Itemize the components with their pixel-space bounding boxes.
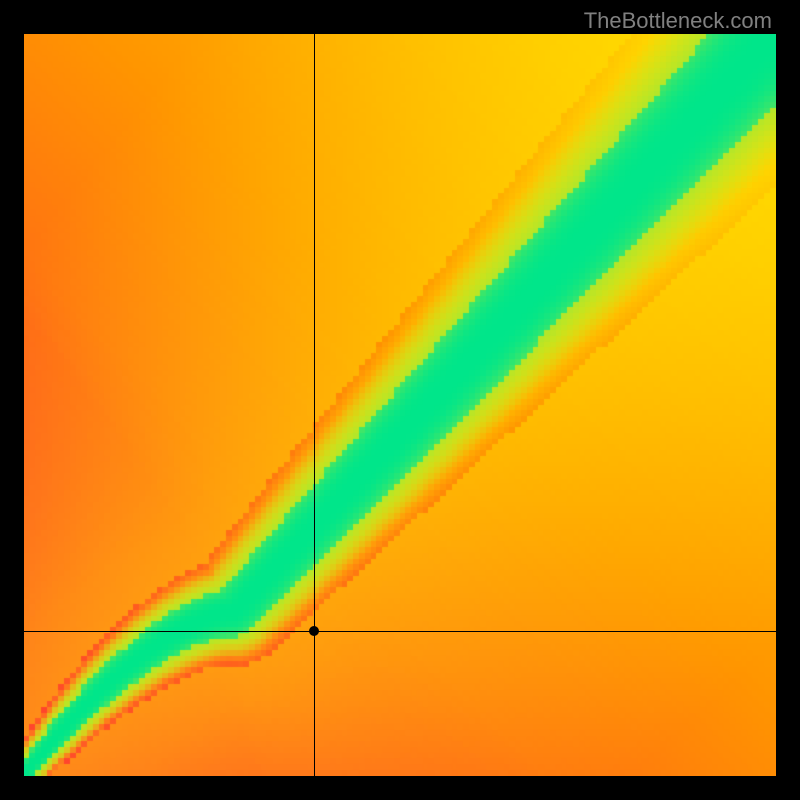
heatmap-canvas	[24, 34, 776, 776]
crosshair-horizontal	[24, 631, 776, 632]
chart-container: TheBottleneck.com	[0, 0, 800, 800]
plot-area	[24, 34, 776, 776]
marker-dot	[309, 626, 319, 636]
watermark-text: TheBottleneck.com	[584, 8, 772, 34]
crosshair-vertical	[314, 34, 315, 776]
